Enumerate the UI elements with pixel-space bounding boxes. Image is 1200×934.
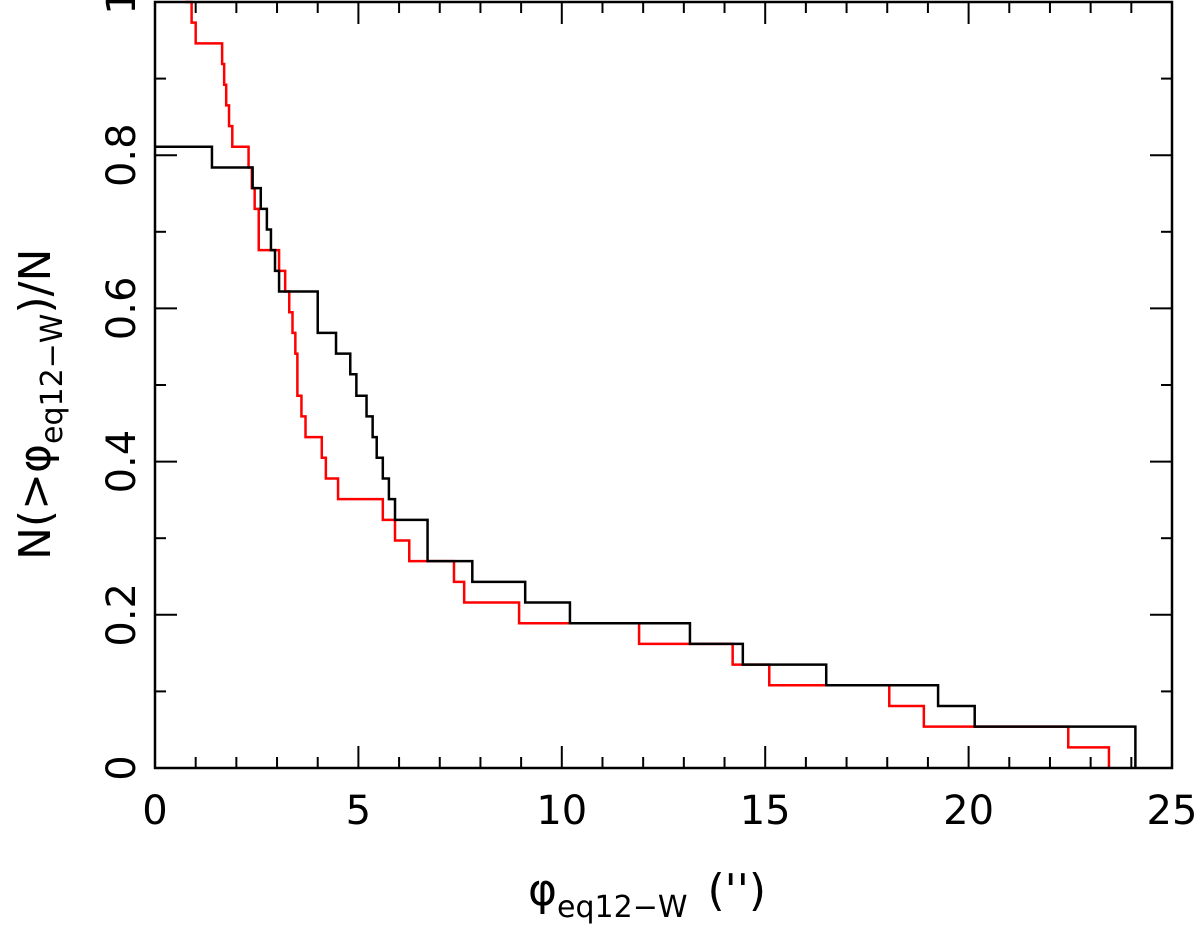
x-tick-label: 0	[142, 788, 167, 834]
x-axis-label-main: φ	[528, 865, 557, 916]
y-axis-label: N(>φeq12−W)/N	[10, 249, 70, 560]
x-axis-label-sub: eq12−W	[557, 890, 687, 925]
series-line-2	[155, 145, 1137, 768]
x-tick-label: 15	[740, 788, 791, 834]
y-tick-label: 0.6	[99, 277, 145, 341]
x-tick-label: 5	[346, 788, 371, 834]
x-tick-label: 20	[943, 788, 994, 834]
y-tick-label: 0.2	[99, 583, 145, 647]
x-axis-label-unit: ('')	[708, 865, 767, 916]
y-axis-label-prefix: N(>φ	[10, 444, 61, 560]
series-line-1	[185, 0, 1111, 768]
tick-labels-layer: 0 5 10 15 20 25 0 0.2 0.4 0.6 0.8 1	[99, 0, 1197, 834]
y-tick-label: 1	[99, 0, 145, 15]
series-layer	[155, 0, 1137, 768]
y-tick-label: 0	[99, 755, 145, 780]
y-axis-label-sub: eq12−W	[35, 314, 70, 444]
x-tick-label: 25	[1147, 788, 1198, 834]
y-tick-label: 0.8	[99, 123, 145, 187]
plot-frame	[153, 0, 1174, 770]
ticks-layer	[154, 1, 1173, 769]
y-axis-label-suffix: )/N	[10, 249, 61, 314]
y-tick-label: 0.4	[99, 430, 145, 494]
x-tick-label: 10	[536, 788, 587, 834]
x-axis-label: φeq12−W ('')	[528, 865, 766, 925]
